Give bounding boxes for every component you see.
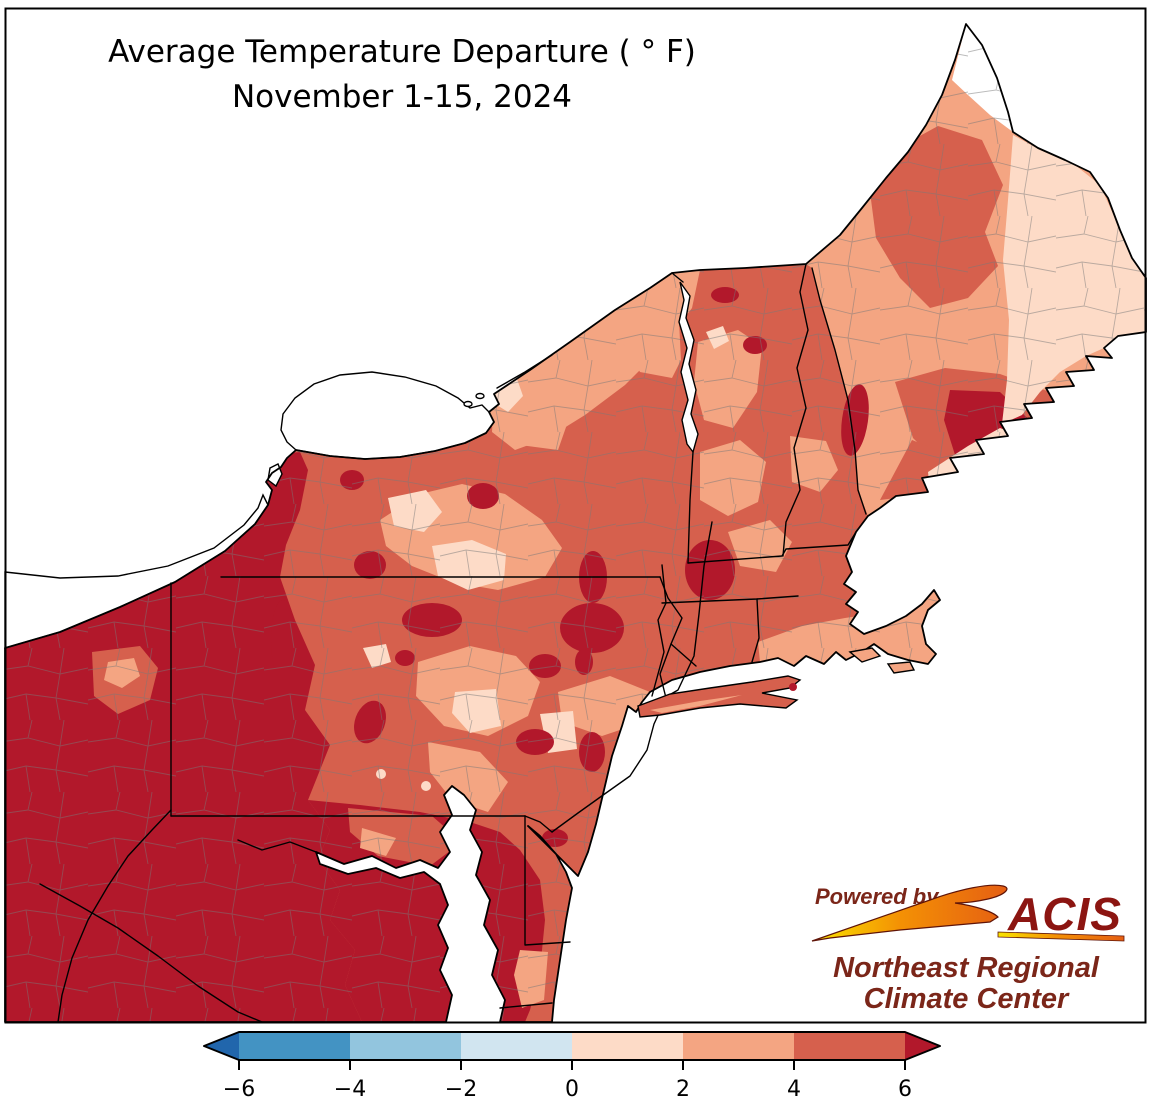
- plot-frame: [4, 7, 1147, 1024]
- tick-neg2: −2: [445, 1077, 477, 1102]
- border-potomac-upper: [237, 839, 317, 853]
- colorbar-seg-neg2-0: [461, 1032, 572, 1060]
- marthas-vineyard: [848, 647, 882, 663]
- border-ny-vt: [671, 272, 694, 564]
- tick-0: 0: [565, 1077, 579, 1102]
- title-line1: Average Temperature Departure ( ° F): [108, 34, 696, 70]
- colorbar-seg-4-6: [794, 1032, 905, 1060]
- border-md-va-delmarva: [499, 1002, 553, 1009]
- border-ny-nj: [670, 643, 697, 667]
- tick-6: 6: [898, 1077, 912, 1102]
- islands: [637, 647, 916, 718]
- state-borders: [39, 263, 867, 1023]
- colorbar: −6 −4 −2 0 2 4 6: [203, 1031, 941, 1102]
- colorbar-seg-neg6-neg4: [239, 1032, 350, 1060]
- long-island-south-shore-2-4: [650, 695, 742, 713]
- border-nh-me: [811, 267, 867, 515]
- nantucket: [886, 661, 916, 674]
- org-name-line2: Climate Center: [864, 983, 1070, 1015]
- colorbar-seg-2-4: [683, 1032, 794, 1060]
- colorbar-tick-labels: −6 −4 −2 0 2 4 6: [223, 1077, 912, 1102]
- border-ct-ny: [651, 602, 667, 697]
- border-vt-nh: [782, 263, 809, 557]
- st-lawrence-island-2: [475, 392, 485, 400]
- colorbar-arrow-right: [905, 1032, 940, 1060]
- tick-2: 2: [676, 1077, 690, 1102]
- border-ma-west: [661, 564, 667, 604]
- colorbar-arrow-left: [204, 1032, 239, 1060]
- border-ct-ri: [751, 598, 760, 663]
- border-wv-oh: [57, 809, 172, 1023]
- org-name-line1: Northeast Regional: [833, 952, 1100, 984]
- border-de-west: [524, 815, 571, 946]
- colorbar-ticks: [238, 1060, 906, 1070]
- tick-neg6: −6: [223, 1077, 255, 1102]
- acis-logo: Powered by ACIS Northeast Regional Clima…: [811, 884, 1125, 1015]
- colorbar-seg-0-2: [572, 1032, 683, 1060]
- long-island-east-spot: [789, 683, 797, 691]
- title-line2: November 1-15, 2024: [232, 79, 572, 115]
- colorbar-seg-neg4-neg2: [350, 1032, 461, 1060]
- acis-underline: [997, 931, 1125, 942]
- acis-swoosh-icon: [811, 884, 1008, 942]
- st-lawrence-island-1: [463, 400, 473, 408]
- border-de-north: [524, 815, 553, 833]
- tick-neg4: −4: [334, 1077, 366, 1102]
- county-lines-texture: [5, 24, 1146, 1022]
- title-block: Average Temperature Departure ( ° F) Nov…: [108, 34, 696, 115]
- border-wv-va: [39, 883, 263, 1023]
- acis-wordmark: ACIS: [1007, 888, 1122, 940]
- hudson-river: [649, 521, 713, 707]
- tick-4: 4: [787, 1077, 801, 1102]
